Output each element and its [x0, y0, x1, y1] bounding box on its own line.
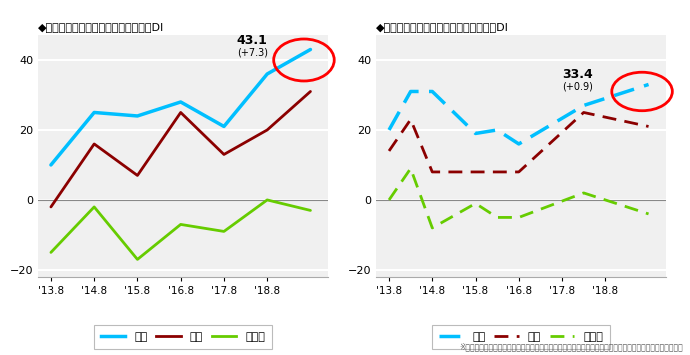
- Text: ※国土交通省「平成３０年度「土地取引動向調査（第１回調査）」」をもとに東急リバブル株式会社が作成: ※国土交通省「平成３０年度「土地取引動向調査（第１回調査）」」をもとに東急リバブ…: [460, 343, 683, 351]
- Text: ◆１年後の土地取引状況の予想に関するDI: ◆１年後の土地取引状況の予想に関するDI: [376, 22, 509, 32]
- Text: ◆現在の土地取引状況の判断に関するDI: ◆現在の土地取引状況の判断に関するDI: [38, 22, 164, 32]
- Legend: 東京, 大阪, その他: 東京, 大阪, その他: [432, 325, 610, 349]
- Text: 43.1: 43.1: [237, 34, 268, 47]
- Text: (+7.3): (+7.3): [237, 48, 268, 58]
- Legend: 東京, 大阪, その他: 東京, 大阪, その他: [94, 325, 272, 349]
- Text: (+0.9): (+0.9): [562, 82, 593, 92]
- Text: 33.4: 33.4: [562, 68, 593, 81]
